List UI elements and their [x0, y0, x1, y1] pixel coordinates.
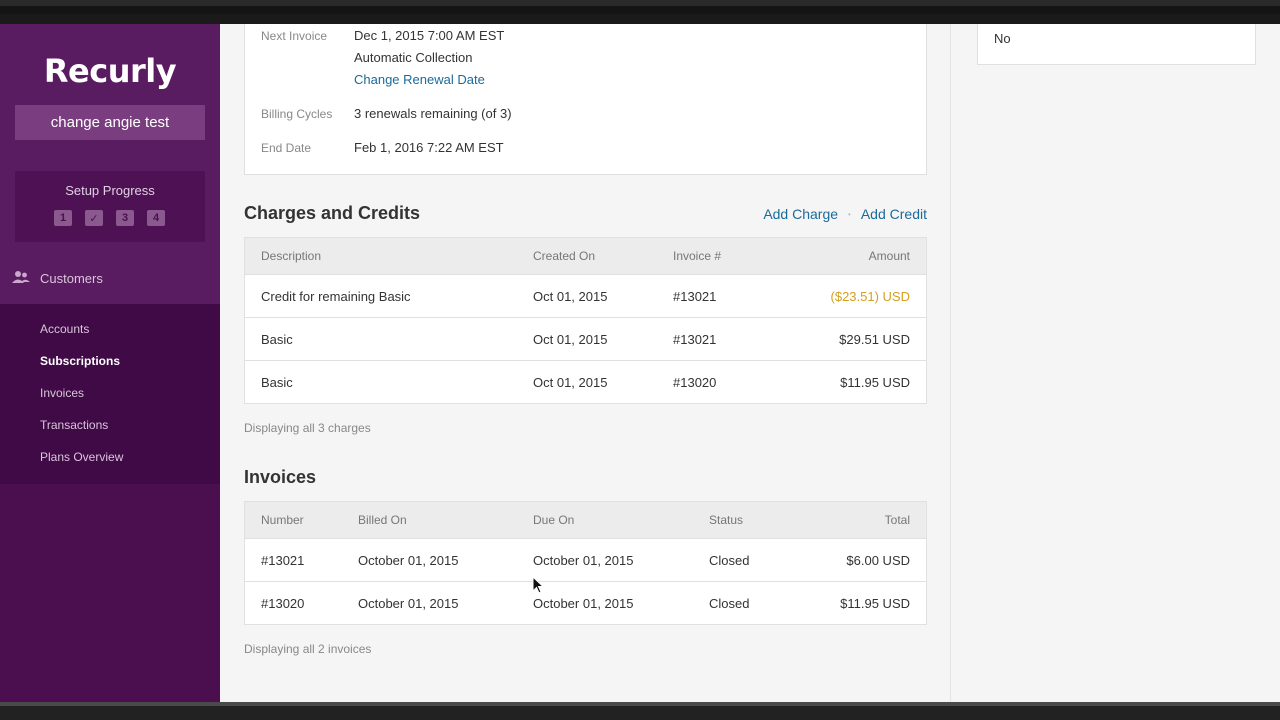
charge-description: Basic	[261, 332, 293, 347]
invoice-number-link[interactable]: #13020	[261, 596, 305, 611]
add-charge-link[interactable]: Add Charge	[763, 206, 839, 222]
billing-cycles-label: Billing Cycles	[261, 107, 333, 121]
setup-progress-title: Setup Progress	[65, 183, 155, 198]
setup-steps: 1 ✓ 3 4	[54, 210, 165, 226]
sidebar-header	[0, 24, 220, 304]
site-switcher[interactable]: change angie test	[15, 105, 205, 140]
right-info-card: No	[977, 24, 1256, 65]
recurly-logo[interactable]: Recurly	[43, 52, 177, 90]
invoice-due-on: October 01, 2015	[533, 553, 634, 568]
mouse-cursor-icon	[533, 577, 545, 594]
charge-created-on: Oct 01, 2015	[533, 289, 608, 304]
browser-top-bar	[0, 0, 1280, 14]
col-billed-on[interactable]: Billed On	[358, 513, 407, 527]
invoices-table-header: Number Billed On Due On Status Total	[244, 501, 927, 539]
add-credit-link[interactable]: Add Credit	[860, 206, 927, 222]
invoices-footnote: Displaying all 2 invoices	[244, 642, 372, 656]
change-renewal-date-link[interactable]: Change Renewal Date	[354, 72, 485, 87]
col-created-on[interactable]: Created On	[533, 249, 596, 263]
right-panel: No	[950, 24, 1280, 702]
sidebar: Recurly change angie test Setup Progress…	[0, 24, 220, 702]
invoice-status: Closed	[709, 596, 750, 611]
collection-method: Automatic Collection	[354, 50, 473, 65]
subscription-details-card: Next Invoice Dec 1, 2015 7:00 AM EST Aut…	[244, 24, 927, 175]
col-invoice[interactable]: Invoice #	[673, 249, 722, 263]
table-row: #13020 October 01, 2015 October 01, 2015…	[244, 582, 927, 625]
col-description[interactable]: Description	[261, 249, 322, 263]
charges-section-title: Charges and Credits	[244, 203, 421, 223]
subnav-invoices[interactable]: Invoices	[40, 386, 85, 400]
next-invoice-date: Dec 1, 2015 7:00 AM EST	[354, 28, 505, 43]
invoice-billed-on: October 01, 2015	[358, 596, 459, 611]
right-card-value: No	[994, 31, 1011, 46]
invoice-total: $11.95 USD	[840, 596, 910, 611]
invoice-number-link[interactable]: #13021	[261, 553, 305, 568]
table-row: Basic Oct 01, 2015 #13021 $29.51 USD	[244, 318, 927, 361]
end-date-label: End Date	[261, 141, 312, 155]
charge-invoice-link[interactable]: #13021	[673, 289, 717, 304]
charge-amount: $11.95 USD	[840, 375, 910, 390]
subnav-transactions[interactable]: Transactions	[40, 418, 109, 432]
col-status[interactable]: Status	[709, 513, 744, 527]
invoice-total: $6.00 USD	[846, 553, 910, 568]
charge-created-on: Oct 01, 2015	[533, 332, 608, 347]
invoice-status: Closed	[709, 553, 750, 568]
col-due-on[interactable]: Due On	[533, 513, 575, 527]
main-content: Next Invoice Dec 1, 2015 7:00 AM EST Aut…	[220, 24, 950, 702]
billing-cycles-value: 3 renewals remaining (of 3)	[354, 106, 512, 121]
setup-step-4[interactable]: 4	[147, 210, 165, 226]
table-row: Basic Oct 01, 2015 #13020 $11.95 USD	[244, 361, 927, 404]
invoice-due-on: October 01, 2015	[533, 596, 634, 611]
subnav-accounts[interactable]: Accounts	[40, 322, 90, 336]
charge-invoice-link[interactable]: #13020	[673, 375, 717, 390]
browser-bottom-bar	[0, 702, 1280, 720]
people-icon	[12, 271, 30, 283]
next-invoice-label: Next Invoice	[261, 29, 328, 43]
setup-step-3[interactable]: 3	[116, 210, 134, 226]
charge-created-on: Oct 01, 2015	[533, 375, 608, 390]
nav-customers[interactable]: Customers	[0, 260, 220, 300]
setup-step-1[interactable]: 1	[54, 210, 72, 226]
customers-subnav: Accounts Subscriptions Invoices Transact…	[0, 304, 220, 484]
setup-step-2[interactable]: ✓	[85, 210, 103, 226]
table-row: #13021 October 01, 2015 October 01, 2015…	[244, 539, 927, 582]
charge-amount: ($23.51) USD	[830, 289, 910, 304]
charge-invoice-link[interactable]: #13021	[673, 332, 717, 347]
actions-separator: •	[848, 209, 851, 219]
col-amount[interactable]: Amount	[868, 249, 910, 263]
end-date-value: Feb 1, 2016 7:22 AM EST	[354, 140, 504, 155]
charge-description: Basic	[261, 375, 293, 390]
table-row: Credit for remaining Basic Oct 01, 2015 …	[244, 275, 927, 318]
subnav-subscriptions[interactable]: Subscriptions	[40, 354, 121, 368]
invoice-billed-on: October 01, 2015	[358, 553, 459, 568]
charges-table-header: Description Created On Invoice # Amount	[244, 237, 927, 275]
col-total[interactable]: Total	[884, 513, 910, 527]
setup-progress[interactable]: Setup Progress 1 ✓ 3 4	[15, 171, 205, 242]
invoices-section-title: Invoices	[244, 467, 317, 487]
charges-actions: Add Charge • Add Credit	[763, 206, 927, 222]
col-number[interactable]: Number	[261, 513, 304, 527]
charge-amount: $29.51 USD	[839, 332, 910, 347]
subnav-plans-overview[interactable]: Plans Overview	[40, 450, 124, 464]
charge-description: Credit for remaining Basic	[261, 289, 411, 304]
charges-footnote: Displaying all 3 charges	[244, 421, 371, 435]
nav-customers-label: Customers	[40, 271, 103, 286]
